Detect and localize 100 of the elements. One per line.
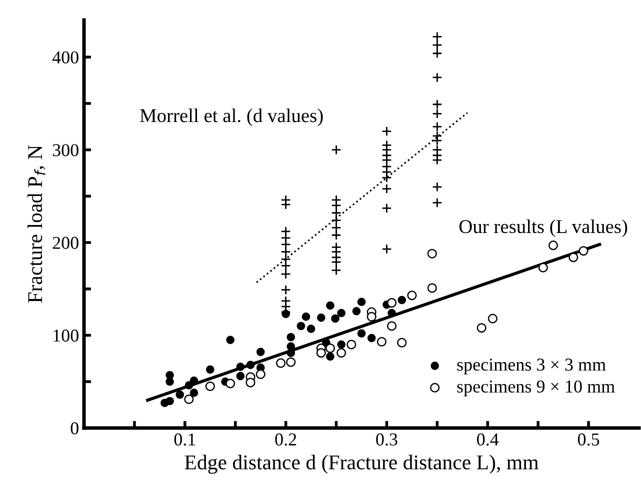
point <box>488 314 498 324</box>
point <box>398 296 406 304</box>
point <box>386 298 397 308</box>
point <box>190 388 198 397</box>
x-tick-label: 0.4 <box>477 433 499 446</box>
point <box>316 313 326 322</box>
y-tick-label: 200 <box>52 236 78 249</box>
x-tick-label: 0.3 <box>376 433 398 446</box>
point <box>336 348 346 358</box>
point <box>166 396 174 406</box>
point <box>432 32 442 42</box>
point <box>337 340 346 349</box>
annotation: Our results (L values) <box>459 219 628 238</box>
point <box>538 262 548 272</box>
point <box>346 340 356 350</box>
point <box>382 172 392 183</box>
y-tick-label: 400 <box>52 51 78 64</box>
point <box>476 323 486 333</box>
point <box>382 126 392 136</box>
point <box>280 232 291 243</box>
point <box>578 246 588 256</box>
point <box>357 329 366 338</box>
point <box>367 334 376 342</box>
legend-label: specimens 9 × 10 mm <box>457 380 615 396</box>
point <box>432 48 442 58</box>
point <box>325 343 336 354</box>
point <box>236 372 245 380</box>
point <box>432 198 442 208</box>
point <box>280 246 291 257</box>
point <box>331 265 342 276</box>
point <box>246 378 256 388</box>
point <box>432 72 442 83</box>
point <box>286 332 296 342</box>
point <box>432 99 442 110</box>
point <box>176 390 184 399</box>
point <box>280 260 291 271</box>
point <box>548 240 558 250</box>
point <box>331 144 342 155</box>
point <box>280 199 291 210</box>
x-tick-label: 0.5 <box>578 433 600 446</box>
x-axis-title: Edge distance d (Fracture distance L), mm <box>184 454 538 474</box>
point <box>382 244 392 254</box>
point <box>256 348 265 356</box>
point <box>352 307 361 316</box>
point <box>184 394 194 404</box>
point <box>280 239 291 250</box>
point <box>427 248 437 258</box>
point <box>326 301 334 310</box>
point <box>276 358 286 368</box>
point <box>331 215 342 226</box>
point <box>306 324 316 333</box>
point <box>432 135 442 146</box>
point <box>206 365 214 374</box>
x-tick-label: 0.1 <box>174 433 196 446</box>
point <box>432 40 442 50</box>
point <box>331 222 342 233</box>
point <box>280 268 291 280</box>
point <box>432 122 442 132</box>
point <box>316 348 326 358</box>
point <box>226 336 234 344</box>
point <box>357 298 366 306</box>
point <box>331 314 340 323</box>
point <box>226 378 236 388</box>
y-tick-label: 100 <box>54 330 78 342</box>
point <box>236 362 245 371</box>
legend-label: specimens 3 × 3 mm <box>457 358 606 374</box>
point <box>382 203 392 214</box>
point <box>376 336 386 347</box>
point <box>568 252 578 262</box>
point <box>246 360 255 370</box>
point <box>397 338 407 348</box>
y-axis-title: Fracture load P$_{f}$, N <box>27 145 46 303</box>
point <box>331 208 342 218</box>
point <box>331 256 342 268</box>
point <box>205 381 215 392</box>
point <box>337 308 346 318</box>
point <box>280 284 291 295</box>
point <box>331 200 342 211</box>
point <box>432 182 442 192</box>
point <box>256 369 266 380</box>
point <box>286 357 296 367</box>
point <box>382 184 392 194</box>
point <box>366 312 376 322</box>
point <box>184 381 194 390</box>
point <box>296 322 306 330</box>
point <box>432 108 442 119</box>
point <box>432 154 442 166</box>
point <box>302 312 310 321</box>
point <box>331 230 342 240</box>
annotation: Morrell et al. (d values) <box>140 108 323 126</box>
point <box>386 321 397 331</box>
point <box>286 348 296 358</box>
point <box>427 283 437 293</box>
x-tick-label: 0.2 <box>275 433 296 446</box>
point <box>326 352 334 361</box>
point <box>166 377 174 386</box>
y-tick-label: 0 <box>70 422 78 434</box>
y-tick-label: 300 <box>52 144 78 156</box>
point <box>407 290 417 300</box>
point <box>280 254 291 264</box>
